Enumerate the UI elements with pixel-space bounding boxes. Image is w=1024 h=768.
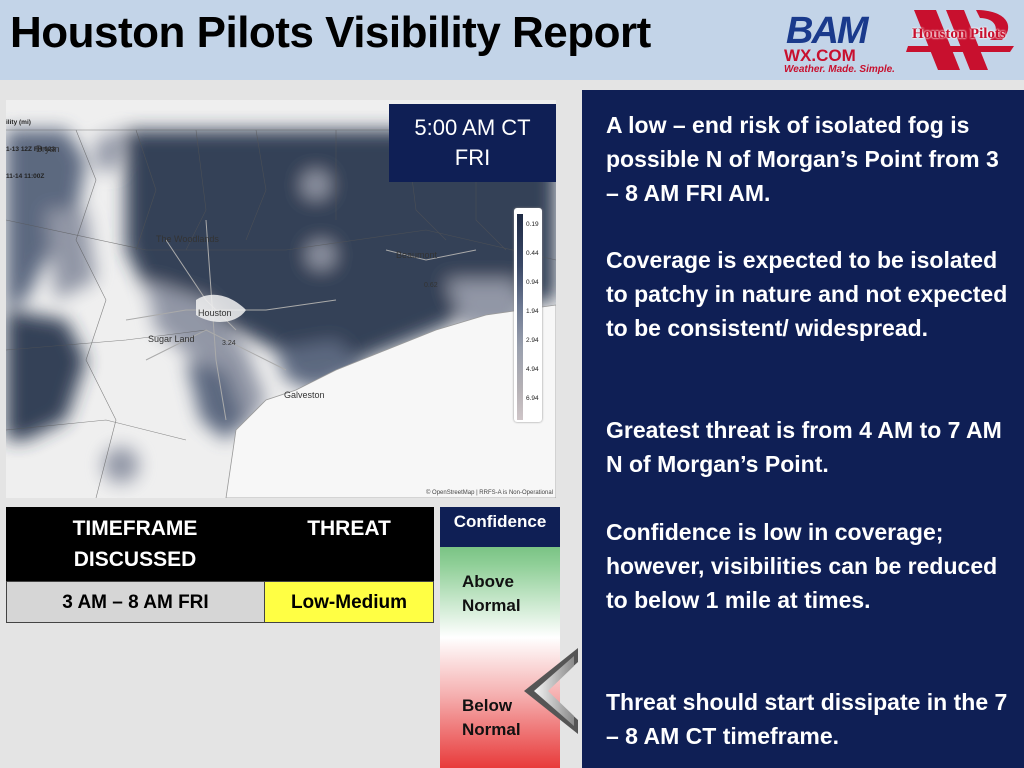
city-label-beaumont: Beaumont: [396, 250, 438, 260]
houston-pilots-emblem-icon: [906, 10, 1014, 70]
discussion-note: Greatest threat is from 4 AM to 7 AM N o…: [606, 417, 1002, 477]
legend-tick-label: 0.94: [526, 279, 539, 286]
valid-time-box: 5:00 AM CT FRI: [389, 104, 556, 182]
forecast-discussion-panel: A low – end risk of isolated fog is poss…: [582, 90, 1024, 768]
map-run-info-line: 11-14 11:00Z: [6, 173, 45, 180]
legend-tick-label: 6.94: [526, 395, 539, 402]
map-run-info-line: 1-13 12Z FH 023: [6, 146, 56, 153]
legend-tick-label: 0.19: [526, 221, 539, 228]
houston-pilots-logo-text: Houston Pilots: [912, 26, 1006, 42]
city-label-sugar-land: Sugar Land: [148, 334, 195, 344]
city-label-houston: Houston: [198, 308, 232, 318]
timeframe-header: TIMEFRAME DISCUSSED: [6, 507, 264, 581]
threat-header: THREAT: [264, 507, 434, 581]
legend-tick-label: 2.94: [526, 337, 539, 344]
legend-tick-label: 4.94: [526, 366, 539, 373]
legend-tick-label: 0.44: [526, 250, 539, 257]
confidence-below-normal-label: Below Normal: [462, 696, 521, 739]
city-label-the-woodlands: The Woodlands: [156, 234, 219, 244]
confidence-pointer-icon: [524, 648, 578, 734]
timeframe-header-text: TIMEFRAME DISCUSSED: [72, 517, 198, 571]
bam-wx-logo: BAM WX.COM Weather. Made. Simple.: [782, 10, 902, 75]
confidence-above-normal-label: Above Normal: [462, 572, 521, 615]
timeframe-cell: 3 AM – 8 AM FRI: [6, 581, 265, 623]
visibility-map: ility (mi) 1-13 12Z FH 023 11-14 11:00Z …: [6, 100, 556, 498]
discussion-note: A low – end risk of isolated fog is poss…: [606, 112, 999, 206]
discussion-note: Confidence is low in coverage; however, …: [606, 519, 998, 613]
header-bar: Houston Pilots Visibility Report BAM WX.…: [0, 0, 1024, 80]
legend-tick-label: 1.94: [526, 308, 539, 315]
page-title: Houston Pilots Visibility Report: [10, 8, 651, 57]
bam-logo-tagline: Weather. Made. Simple.: [784, 64, 895, 75]
threat-table: TIMEFRAME DISCUSSED THREAT 3 AM – 8 AM F…: [6, 507, 434, 623]
map-value-label: 0.62: [424, 282, 438, 289]
bam-logo-domain: WX.COM: [784, 46, 856, 65]
city-label-bryan: Bryan: [36, 144, 60, 154]
bam-logo-text: BAM: [786, 10, 869, 52]
valid-time-label: 5:00 AM CT FRI: [414, 115, 531, 170]
houston-pilots-logo: Houston Pilots: [906, 6, 1018, 74]
map-run-info-line: ility (mi): [6, 119, 31, 126]
legend-color-bar: [517, 214, 523, 420]
confidence-scale: Confidence Above Normal Below Normal: [440, 507, 560, 768]
map-run-info: ility (mi) 1-13 12Z FH 023 11-14 11:00Z: [6, 100, 55, 199]
threat-level-cell: Low-Medium: [264, 581, 434, 623]
city-label-galveston: Galveston: [284, 390, 325, 400]
visibility-legend: 0.19 0.44 0.94 1.94 2.94 4.94 6.94: [514, 208, 542, 422]
confidence-header: Confidence: [440, 507, 560, 547]
map-credit: © OpenStreetMap | RRFS-A is Non-Operatio…: [425, 490, 553, 496]
map-value-label: 3.24: [222, 340, 236, 347]
discussion-note: Coverage is expected to be isolated to p…: [606, 247, 1008, 341]
discussion-note: Threat should start dissipate in the 7 –…: [606, 689, 1008, 749]
